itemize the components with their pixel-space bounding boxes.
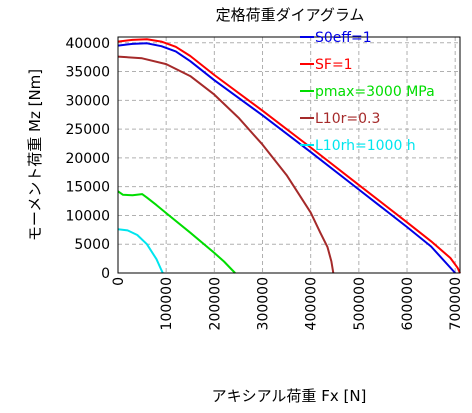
y-tick-label: 5000 <box>74 237 110 253</box>
y-ticks: 0 5000 10000 15000 20000 25000 30000 35000 40000 <box>65 36 110 282</box>
series-line <box>117 190 236 274</box>
x-axis-label: アキシアル荷重 Fx [N] <box>212 387 367 405</box>
legend-entry: pmax=3000 MPa <box>315 84 435 100</box>
y-tick-label: 20000 <box>65 151 110 167</box>
y-tick-label: 25000 <box>65 122 110 138</box>
series-line <box>117 228 164 274</box>
y-tick-label: 30000 <box>65 93 110 109</box>
x-tick-label: 300000 <box>256 277 272 330</box>
legend-entry: SF=1 <box>315 57 353 73</box>
series-line <box>117 42 456 274</box>
y-tick-label: 15000 <box>65 180 110 196</box>
x-tick-label: 400000 <box>304 277 320 330</box>
legend-entry: L10rh=1000 h <box>315 138 416 154</box>
legend: S0eff=1 SF=1 pmax=3000 MPa L10r=0.3 L10rh=10… <box>300 30 435 154</box>
x-tick-label: 700000 <box>448 277 464 330</box>
chart-title: 定格荷重ダイアグラム <box>216 6 365 24</box>
y-tick-label: 40000 <box>65 36 110 52</box>
y-tick-label: 35000 <box>65 65 110 81</box>
plot-series <box>117 38 461 274</box>
x-tick-label: 200000 <box>207 277 223 330</box>
grid <box>118 37 460 273</box>
x-tick-label: 600000 <box>400 277 416 330</box>
y-axis-label: モーメント荷重 Mz [Nm] <box>26 69 44 241</box>
legend-entry: L10r=0.3 <box>315 111 380 127</box>
series-line <box>117 38 461 274</box>
x-ticks: 0 100000 200000 300000 400000 500000 600000 700… <box>111 277 464 330</box>
x-tick-label: 100000 <box>159 277 175 330</box>
x-tick-label: 500000 <box>352 277 368 330</box>
y-tick-label: 0 <box>101 266 110 282</box>
legend-entry: S0eff=1 <box>315 30 372 46</box>
y-tick-label: 10000 <box>65 208 110 224</box>
x-tick-label: 0 <box>111 277 127 286</box>
plot-frame <box>117 36 461 274</box>
series-line <box>117 55 335 274</box>
